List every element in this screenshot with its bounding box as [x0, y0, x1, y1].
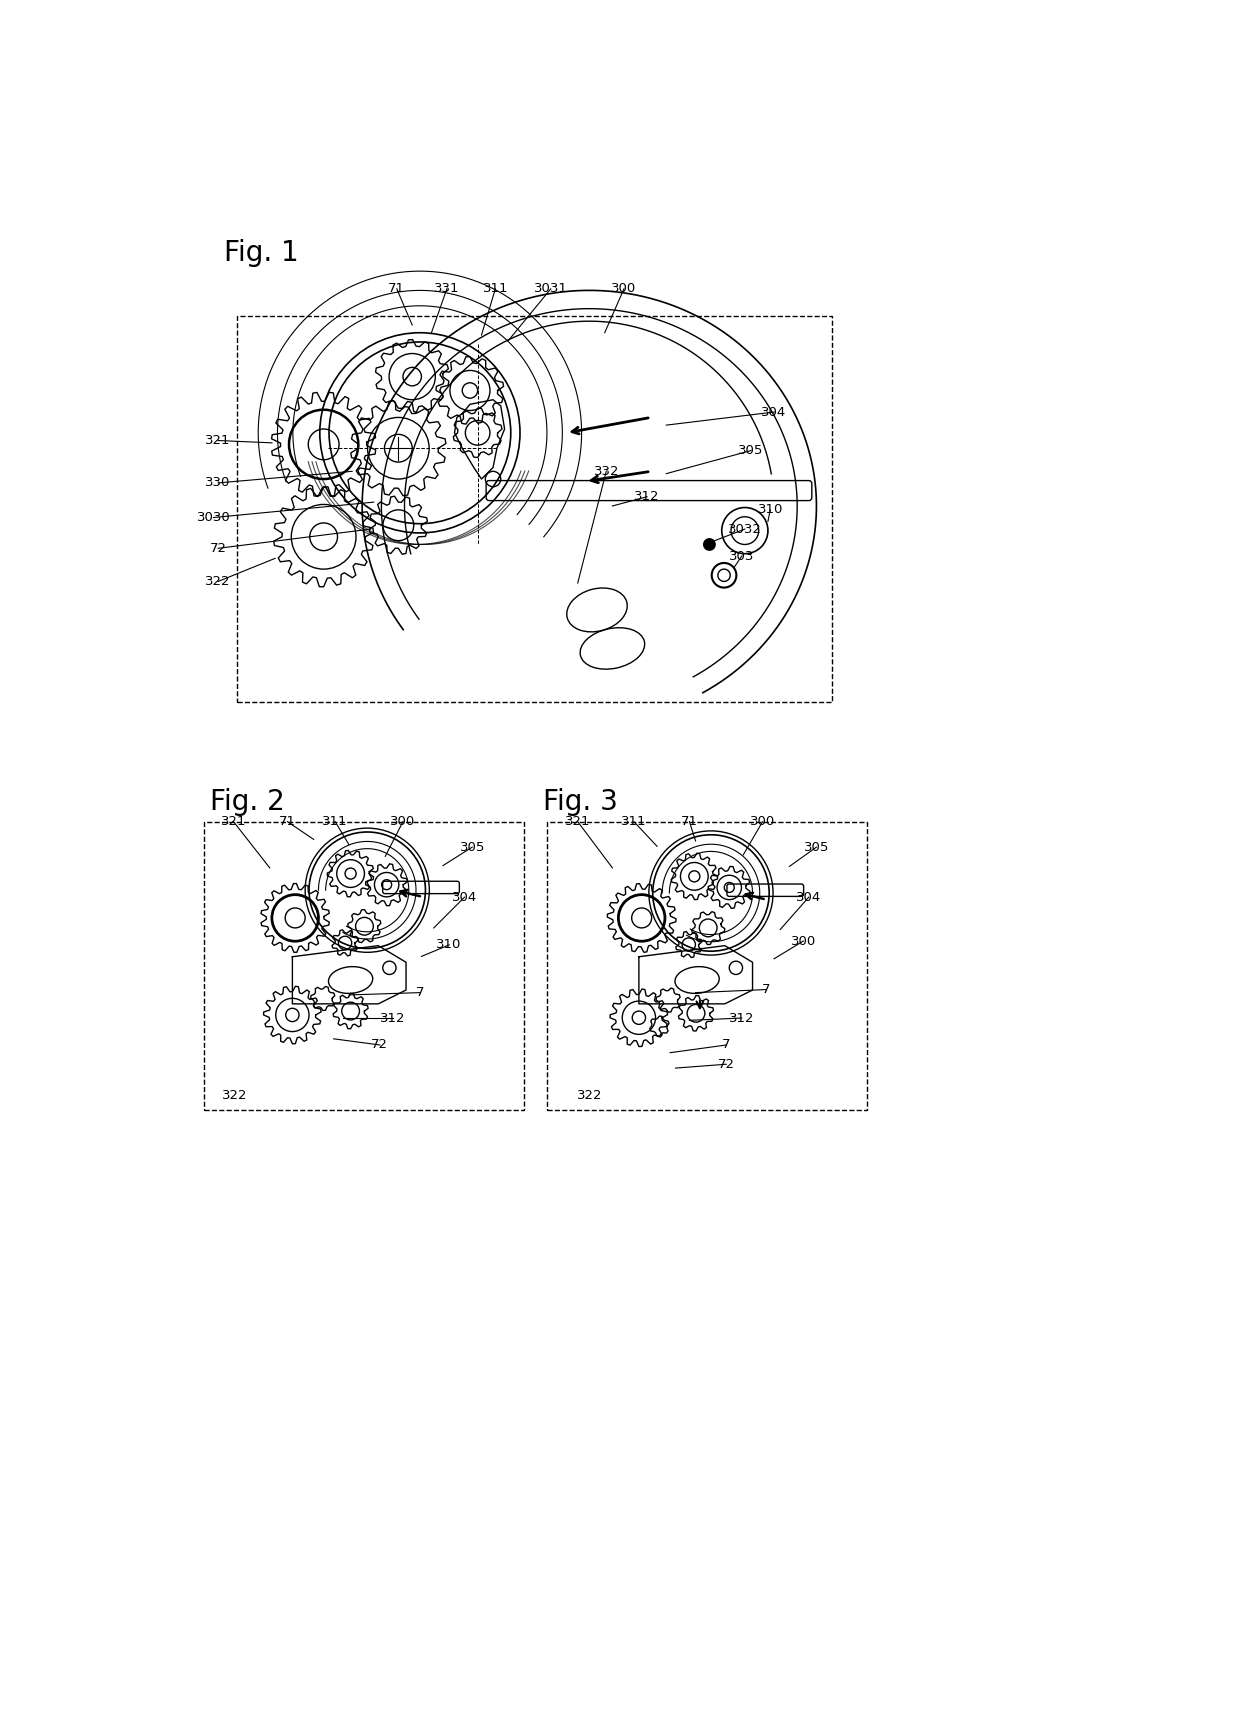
- Text: 304: 304: [796, 891, 821, 903]
- Text: 72: 72: [371, 1039, 388, 1051]
- Text: 304: 304: [761, 406, 786, 418]
- Text: 332: 332: [594, 464, 619, 478]
- Bar: [205, 821, 523, 1111]
- Text: 300: 300: [391, 816, 415, 828]
- Text: 312: 312: [729, 1011, 754, 1025]
- Text: 7: 7: [415, 986, 424, 999]
- Text: 305: 305: [738, 444, 764, 458]
- Text: 71: 71: [279, 816, 296, 828]
- Text: 300: 300: [750, 816, 775, 828]
- Text: 71: 71: [388, 283, 405, 295]
- Bar: [237, 315, 832, 703]
- Text: 3030: 3030: [197, 511, 231, 524]
- Text: 331: 331: [434, 283, 460, 295]
- Text: 3032: 3032: [728, 523, 761, 535]
- Text: 312: 312: [635, 490, 660, 504]
- Text: 7: 7: [763, 984, 770, 996]
- Text: 300: 300: [611, 283, 636, 295]
- Text: 321: 321: [221, 816, 247, 828]
- Text: 321: 321: [565, 816, 590, 828]
- Text: 305: 305: [804, 840, 830, 854]
- Text: 304: 304: [451, 891, 477, 903]
- Text: 300: 300: [791, 934, 816, 948]
- Text: 3031: 3031: [534, 283, 568, 295]
- Text: 311: 311: [482, 283, 508, 295]
- Circle shape: [704, 540, 714, 550]
- Text: 72: 72: [210, 542, 227, 555]
- Text: 72: 72: [718, 1058, 735, 1071]
- Bar: [547, 821, 867, 1111]
- Text: Fig. 2: Fig. 2: [211, 788, 285, 816]
- Text: 322: 322: [577, 1088, 603, 1102]
- Text: 311: 311: [322, 816, 348, 828]
- Text: Fig. 3: Fig. 3: [543, 788, 618, 816]
- Text: 7: 7: [722, 1039, 730, 1051]
- Text: Fig. 1: Fig. 1: [223, 240, 299, 267]
- Text: 305: 305: [460, 840, 485, 854]
- Text: 322: 322: [206, 574, 231, 588]
- Text: 311: 311: [621, 816, 647, 828]
- Text: 321: 321: [206, 434, 231, 447]
- Text: 312: 312: [381, 1011, 405, 1025]
- Text: 322: 322: [222, 1088, 248, 1102]
- Text: 330: 330: [206, 476, 231, 490]
- Text: 310: 310: [758, 504, 782, 516]
- Text: 303: 303: [729, 550, 754, 562]
- Text: 71: 71: [681, 816, 698, 828]
- Text: 310: 310: [436, 938, 461, 951]
